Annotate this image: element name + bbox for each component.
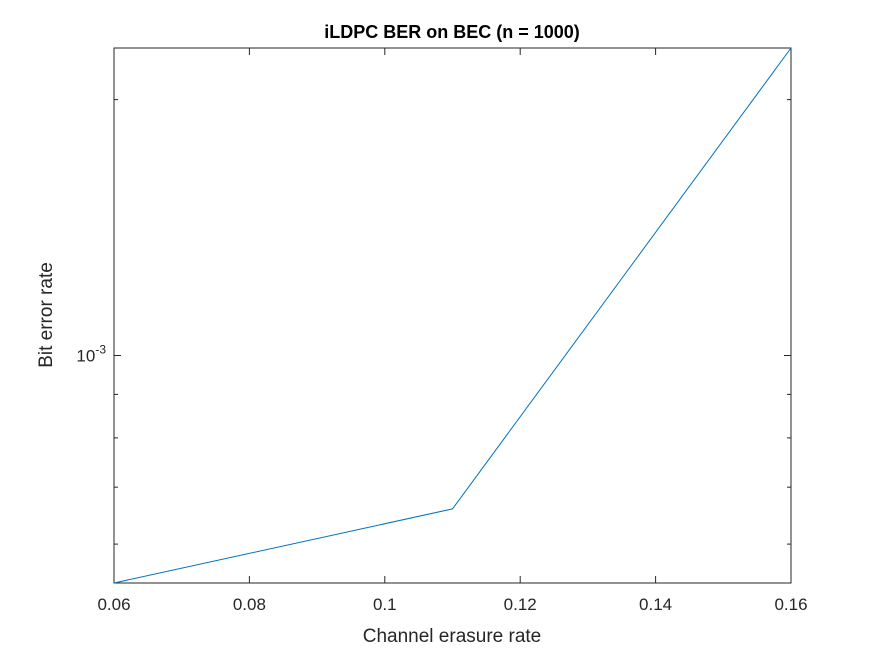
plot-area: [113, 47, 792, 584]
series-line: [113, 47, 792, 584]
x-tick-label: 0.1: [373, 595, 397, 614]
x-tick-label: 0.08: [233, 595, 266, 614]
x-tick-label: 0.12: [504, 595, 537, 614]
labels-layer: 0.06 0.08 0.1 0.12 0.14 0.16 10-3: [76, 343, 807, 614]
x-tick-label: 0.14: [639, 595, 672, 614]
y-tick-label: 10-3: [76, 343, 106, 366]
ticks-layer: [113, 48, 792, 583]
x-axis-label: Channel erasure rate: [363, 626, 542, 647]
y-axis-label: Bit error rate: [36, 262, 57, 368]
x-tick-label: 0.16: [774, 595, 807, 614]
x-tick-label: 0.06: [97, 595, 130, 614]
chart-title: iLDPC BER on BEC (n = 1000): [324, 22, 580, 42]
lines-layer: [113, 47, 792, 584]
